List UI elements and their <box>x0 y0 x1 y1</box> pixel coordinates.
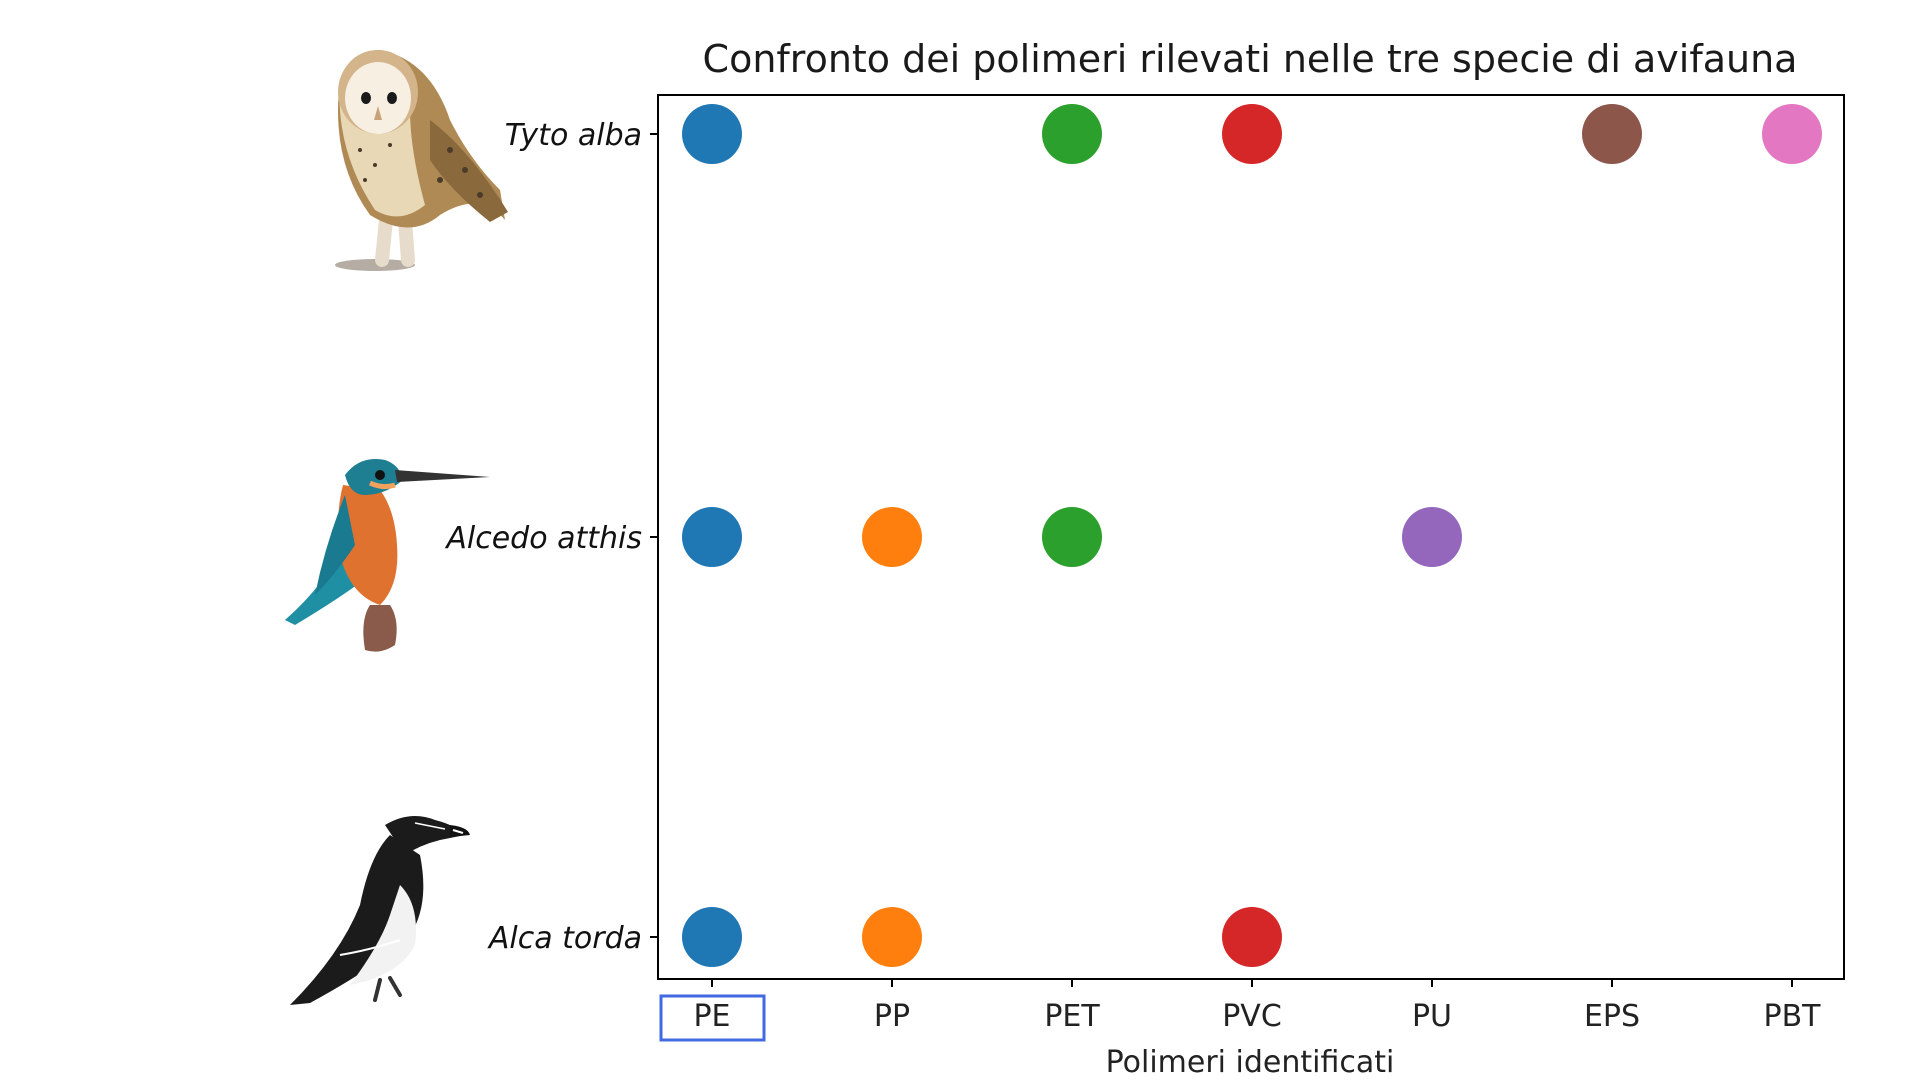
point-tyto-alba-eps <box>1582 104 1642 164</box>
x-tick-label-pvc: PVC <box>1222 999 1282 1034</box>
point-alcedo-atthis-pe <box>682 507 742 567</box>
point-alcedo-atthis-pu <box>1402 507 1462 567</box>
point-alcedo-atthis-pet <box>1042 507 1102 567</box>
point-alca-torda-pvc <box>1222 907 1282 967</box>
point-alca-torda-pp <box>862 907 922 967</box>
x-tick-label-eps: EPS <box>1584 999 1640 1034</box>
x-ticks: PE PP PET PVC PU EPS PBT <box>693 979 1821 1034</box>
x-tick-label-pu: PU <box>1412 999 1452 1034</box>
x-tick-label-pe: PE <box>693 999 730 1034</box>
point-alcedo-atthis-pp <box>862 507 922 567</box>
point-alca-torda-pe <box>682 907 742 967</box>
y-tick-label-alcedo-atthis: Alcedo atthis <box>444 521 642 556</box>
point-tyto-alba-pet <box>1042 104 1102 164</box>
y-ticks: Tyto alba Alcedo atthis Alca torda <box>444 118 658 956</box>
x-tick-label-pet: PET <box>1044 999 1100 1034</box>
x-axis-label: Polimeri identificati <box>1106 1045 1395 1080</box>
plot-area <box>657 94 1845 980</box>
data-points <box>682 104 1822 967</box>
point-tyto-alba-pbt <box>1762 104 1822 164</box>
razorbill-icon <box>290 816 470 1005</box>
chart-title: Confronto dei polimeri rilevati nelle tr… <box>703 37 1798 81</box>
point-tyto-alba-pe <box>682 104 742 164</box>
x-tick-label-pbt: PBT <box>1764 999 1822 1034</box>
point-tyto-alba-pvc <box>1222 104 1282 164</box>
highlight-box <box>659 994 766 1042</box>
y-tick-label-tyto-alba: Tyto alba <box>505 118 642 153</box>
y-tick-label-alca-torda: Alca torda <box>487 921 642 956</box>
barn-owl-icon <box>335 50 508 271</box>
x-tick-label-pp: PP <box>874 999 910 1034</box>
